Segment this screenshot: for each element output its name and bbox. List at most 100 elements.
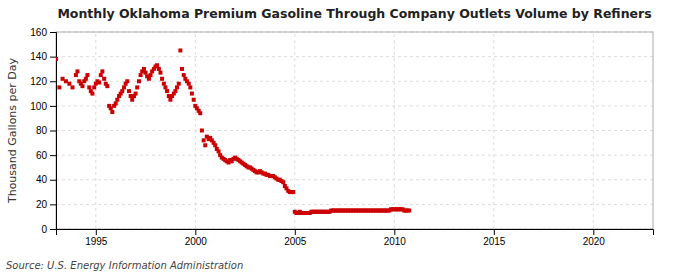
point	[67, 82, 71, 86]
point	[291, 190, 295, 194]
point	[149, 73, 153, 77]
point	[85, 73, 89, 77]
point	[217, 149, 221, 153]
x-tick: 2020	[583, 229, 606, 247]
point	[97, 80, 101, 84]
point	[182, 73, 186, 77]
plot-area	[56, 48, 411, 215]
chart: Monthly Oklahoma Premium Gasoline Throug…	[0, 0, 675, 275]
point	[407, 209, 411, 213]
point	[187, 82, 191, 86]
tick-label: 160	[30, 27, 47, 38]
tick-mark	[50, 229, 56, 230]
tick-mark	[50, 106, 56, 107]
point	[87, 85, 91, 89]
grid-line	[56, 56, 653, 57]
point	[139, 73, 143, 77]
y-tick: 20	[36, 199, 56, 210]
point	[137, 79, 141, 83]
x-tick: 1995	[85, 229, 108, 247]
point	[127, 89, 131, 93]
y-tick: 80	[36, 125, 56, 136]
tick-mark	[295, 229, 296, 235]
tick-label: 2015	[483, 236, 506, 247]
point	[173, 89, 177, 93]
tick-label: 60	[36, 150, 48, 161]
tick-label: 80	[36, 125, 48, 136]
point	[102, 77, 106, 81]
point	[162, 82, 166, 86]
grid-line	[294, 32, 295, 229]
point	[120, 89, 124, 93]
point	[90, 92, 94, 96]
point	[92, 85, 96, 89]
plot-frame	[56, 32, 653, 229]
point	[178, 48, 182, 52]
tick-label: 2000	[185, 236, 208, 247]
point	[190, 92, 194, 96]
source: Source: U.S. Energy Information Administ…	[6, 260, 243, 271]
y-tick: 0	[41, 224, 56, 235]
tick-mark	[50, 131, 56, 132]
point	[281, 180, 285, 184]
point	[135, 85, 139, 89]
point	[144, 71, 148, 75]
y-tick: 160	[30, 27, 56, 38]
point	[114, 101, 118, 105]
point	[180, 67, 184, 71]
x-tick: 2000	[185, 229, 208, 247]
point	[160, 77, 164, 81]
tick-label: 120	[30, 76, 47, 87]
point	[155, 63, 159, 67]
tick-label: 40	[36, 174, 48, 185]
grid-line	[56, 130, 653, 131]
point	[158, 71, 162, 75]
point	[177, 82, 181, 86]
grid	[56, 32, 653, 229]
point	[56, 57, 58, 61]
point	[74, 73, 78, 77]
point	[84, 77, 88, 81]
point	[99, 73, 103, 77]
tick-mark	[96, 229, 97, 235]
grid-line	[56, 105, 653, 106]
tick-label: 100	[30, 101, 47, 112]
point	[198, 111, 202, 115]
y-tick: 60	[36, 150, 56, 161]
point	[168, 98, 172, 102]
point	[130, 98, 134, 102]
point	[110, 110, 114, 114]
point	[192, 98, 196, 102]
grid-line	[56, 179, 653, 180]
tick-mark	[50, 204, 56, 205]
tick-mark	[50, 155, 56, 156]
y-axis-line	[50, 33, 57, 230]
point	[80, 84, 84, 88]
point	[200, 129, 204, 133]
tick-mark	[593, 229, 594, 235]
tick-mark	[494, 229, 495, 235]
x-tick: 2010	[384, 229, 407, 247]
point	[175, 85, 179, 89]
tick-label: 1995	[85, 236, 108, 247]
tick-mark	[50, 180, 56, 181]
tick-label: 140	[30, 51, 47, 62]
tick-label: 2005	[284, 236, 307, 247]
point	[75, 69, 79, 73]
y-axis: 0 20 40 60 80 100 120 140 160	[30, 27, 56, 235]
y-tick: 140	[30, 51, 56, 62]
tick-mark	[50, 81, 56, 82]
grid-line	[56, 204, 653, 205]
point	[134, 92, 138, 96]
point	[165, 89, 169, 93]
y-axis-title: Thousand Gallons per Day	[6, 57, 19, 204]
point	[157, 67, 161, 71]
point	[203, 143, 207, 147]
x-tick: 2015	[483, 229, 506, 247]
point	[100, 69, 104, 73]
grid-line	[56, 155, 653, 156]
point	[142, 67, 146, 71]
y-tick: 40	[36, 174, 56, 185]
tick-mark	[50, 32, 56, 33]
point	[202, 138, 206, 142]
